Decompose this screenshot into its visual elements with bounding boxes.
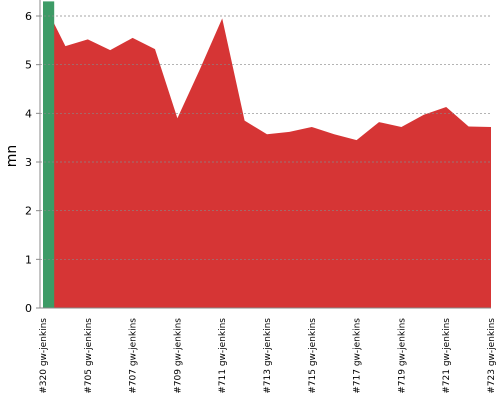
area: [43, 1, 55, 309]
x-tick-label: #707 gw-jenkins: [129, 318, 139, 394]
x-tick-label: #719 gw-jenkins: [397, 318, 407, 394]
y-axis-label: mn: [4, 145, 20, 168]
x-tick-label: #713 gw-jenkins: [263, 318, 273, 394]
x-tick-label: #715 gw-jenkins: [308, 318, 318, 394]
y-tick-label: 3: [25, 156, 32, 169]
y-tick-label: 1: [25, 253, 32, 266]
y-tick-label: 5: [25, 59, 32, 72]
x-tick-label: #320 gw-jenkins: [39, 318, 49, 394]
y-tick-label: 4: [25, 107, 32, 120]
x-tick-label: #721 gw-jenkins: [442, 318, 452, 394]
x-tick-label: #723 gw-jenkins: [487, 318, 497, 394]
x-tick-label: #717 gw-jenkins: [353, 318, 363, 394]
y-tick-label: 0: [25, 302, 32, 315]
x-tick-label: #709 gw-jenkins: [173, 318, 183, 394]
x-tick-label: #711 gw-jenkins: [218, 318, 228, 394]
x-tick-label: #705 gw-jenkins: [84, 318, 94, 394]
y-tick-label: 6: [25, 10, 32, 23]
area: [43, 1, 491, 309]
y-tick-label: 2: [25, 205, 32, 218]
